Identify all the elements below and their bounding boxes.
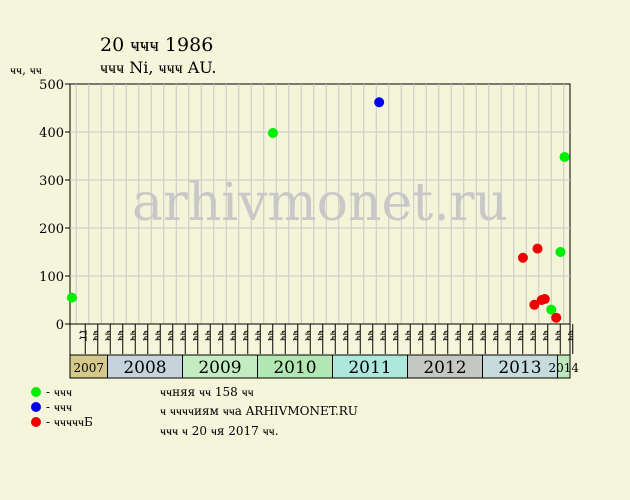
- legend-entry-red: - ҹҹҹҹҹБ: [46, 415, 93, 429]
- x-month-label: ҹҹ: [390, 330, 403, 342]
- x-month-label: ҹҹ: [427, 330, 440, 342]
- x-month-label: ҹҹ: [127, 330, 140, 342]
- x-month-label: ҹҹ: [152, 330, 165, 342]
- y-tick-label: 400: [39, 126, 64, 141]
- x-month-label: ҹҹ: [252, 330, 265, 342]
- y-tick-label: 300: [39, 174, 64, 189]
- legend: - ҹҹҹ - ҹҹҹ - ҹҹҹҹҹБ: [31, 385, 93, 429]
- x-month-label: ҹҹ: [177, 330, 190, 342]
- x-month-label: ҹҹ: [452, 330, 465, 342]
- x-month-label: ҹҹ: [402, 330, 415, 342]
- x-month-label: ҹҹ: [477, 330, 490, 342]
- x-month-label: ҹҹ: [365, 330, 378, 342]
- data-point: [559, 151, 570, 162]
- x-month-label: ҹҹ: [565, 330, 578, 342]
- x-month-label: ҹҹ: [527, 330, 540, 342]
- x-month-label: ҹҹ: [165, 330, 178, 342]
- x-axis-month-labels: ӷӷ ҹҹ ҹҹ ҹҹ ҹҹ ҹҹ ҹҹ ҹҹ ҹҹ ҹҹ ҹҹ ҹҹ ҹҹ ҹҹ ҹҹ ҹҹ ҹҹ ҹҹ ҹҹ ҹҹ…: [69, 324, 578, 378]
- x-month-label: ҹҹ: [277, 330, 290, 342]
- note-line-2: ҹ ҹҹҹҹиям ҹҹа ARHIVMONET.RU: [160, 404, 358, 418]
- chart-notes: ҹҹняя ҹҹ 158 ҹҹ ҹ ҹҹҹҹиям ҹҹа ARHIVMONET…: [160, 385, 358, 438]
- y-axis-ticks: 0 100 200 300 400 500: [39, 78, 70, 333]
- x-month-label: ҹҹ: [490, 330, 503, 342]
- y-tick-label: 200: [39, 222, 64, 237]
- y-tick-label: 0: [56, 318, 64, 333]
- x-month-label: ҹҹ: [377, 330, 390, 342]
- x-month-label: ҹҹ: [190, 330, 203, 342]
- year-label: 2013: [498, 358, 541, 378]
- note-line-1: ҹҹняя ҹҹ 158 ҹҹ: [160, 385, 254, 399]
- x-month-label: ҹҹ: [265, 330, 278, 342]
- data-points: [66, 97, 570, 323]
- data-point: [529, 299, 540, 310]
- legend-marker-red: [31, 417, 41, 427]
- x-month-label: ҹҹ: [115, 330, 128, 342]
- y-tick-label: 500: [39, 78, 64, 93]
- watermark: arhivmonet.ru: [132, 173, 508, 233]
- year-label: 2007: [73, 361, 104, 375]
- x-month-label: ҹҹ: [515, 330, 528, 342]
- x-month-label: ҹҹ: [102, 330, 115, 342]
- x-month-label: ҹҹ: [540, 330, 553, 342]
- year-band: [557, 354, 571, 379]
- data-point: [517, 252, 528, 263]
- x-month-label: ҹҹ: [315, 330, 328, 342]
- x-month-label: ҹҹ: [415, 330, 428, 342]
- data-point: [551, 312, 562, 323]
- data-point: [374, 97, 385, 108]
- x-month-label: ҹҹ: [440, 330, 453, 342]
- x-month-label: ҹҹ: [215, 330, 228, 342]
- data-point: [267, 127, 278, 138]
- data-point: [546, 304, 557, 315]
- grid-lines: [70, 84, 570, 324]
- legend-marker-blue: [31, 402, 41, 412]
- year-label: 2009: [198, 358, 241, 378]
- x-month-label: ҹҹ: [90, 330, 103, 342]
- data-point: [555, 247, 566, 257]
- x-month-label: ӷӷ: [77, 330, 90, 342]
- legend-marker-green: [31, 387, 41, 397]
- x-month-label: ҹҹ: [465, 330, 478, 342]
- x-month-label: ҹҹ: [552, 330, 565, 342]
- note-line-3: ҹҹҹ ҹ 20 ҹя 2017 ҹҹ.: [160, 424, 279, 438]
- x-month-label: ҹҹ: [227, 330, 240, 342]
- data-point: [532, 243, 543, 254]
- year-label: 2008: [123, 358, 166, 378]
- data-point: [539, 294, 550, 305]
- chart-subtitle: ҹҹҹ Ni, ҹҹҹ AU.: [100, 58, 216, 77]
- x-month-label: ҹҹ: [327, 330, 340, 342]
- x-month-label: ҹҹ: [302, 330, 315, 342]
- x-month-label: ҹҹ: [290, 330, 303, 342]
- x-month-label: ҹҹ: [502, 330, 515, 342]
- x-month-label: ҹҹ: [140, 330, 153, 342]
- year-label: 2014: [548, 361, 579, 375]
- legend-entry-blue: - ҹҹҹ: [46, 400, 72, 414]
- x-axis-year-bands: 2007 2008 2009 2010 2011 2012 2013 2014: [69, 354, 579, 379]
- x-month-label: ҹҹ: [240, 330, 253, 342]
- y-tick-label: 100: [39, 270, 64, 285]
- x-month-label: ҹҹ: [202, 330, 215, 342]
- legend-entry-green: - ҹҹҹ: [46, 385, 72, 399]
- x-month-label: ҹҹ: [352, 330, 365, 342]
- x-month-label: ҹҹ: [340, 330, 353, 342]
- year-label: 2012: [423, 358, 466, 378]
- year-label: 2010: [273, 358, 316, 378]
- chart-title: 20 ҹҹҹ 1986: [100, 34, 213, 56]
- data-point: [66, 292, 77, 303]
- y-axis-label: ҹҹ, ҹҹ: [10, 63, 42, 77]
- year-label: 2011: [348, 358, 391, 378]
- plot-area: [69, 83, 571, 325]
